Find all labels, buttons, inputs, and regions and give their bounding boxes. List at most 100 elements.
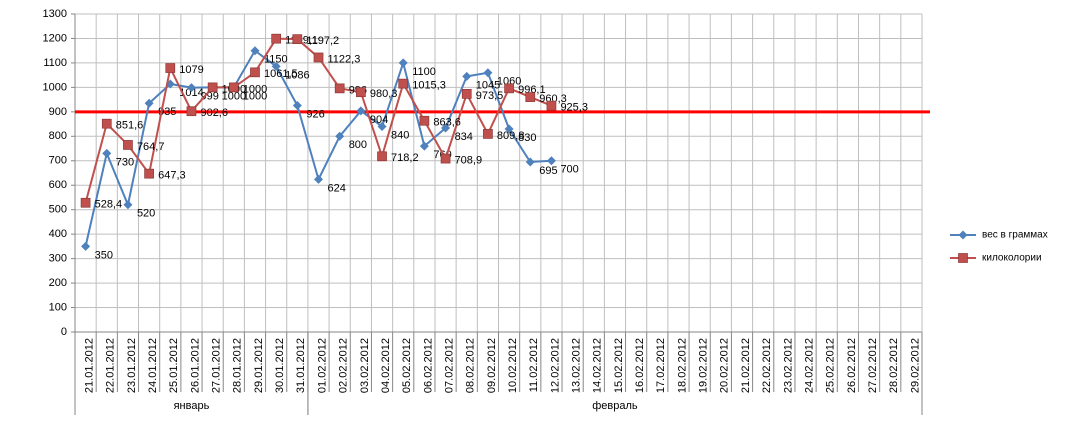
x-tick-label: 21.01.2012 (83, 338, 95, 393)
y-tick-label: 900 (49, 106, 67, 118)
x-tick-label: 29.02.2012 (909, 338, 921, 393)
data-label: 904 (370, 114, 388, 126)
marker (441, 123, 451, 133)
marker (483, 129, 493, 139)
data-label: 809,8 (497, 130, 525, 142)
data-label: 700 (560, 164, 578, 176)
marker (165, 63, 176, 73)
x-tick-label: 18.02.2012 (676, 338, 688, 393)
data-label: 902,6 (200, 107, 228, 119)
x-tick-label: 23.02.2012 (782, 338, 794, 393)
x-tick-label: 22.01.2012 (105, 338, 117, 393)
x-tick-label: 27.02.2012 (867, 338, 879, 393)
data-label: 528,4 (95, 199, 123, 211)
data-label: 1000 (243, 90, 267, 102)
marker (958, 253, 968, 263)
x-tick-label: 10.02.2012 (507, 338, 519, 393)
legend-label: килоколории (982, 253, 1042, 264)
data-label: 840 (391, 129, 409, 141)
data-label: 1079 (179, 64, 203, 76)
x-tick-label: 11.02.2012 (528, 338, 540, 392)
marker (101, 118, 112, 129)
data-label: 1086 (285, 69, 309, 81)
x-tick-label: 23.01.2012 (126, 338, 138, 393)
marker (504, 83, 514, 94)
group-label: январь (174, 400, 210, 412)
y-tick-label: 300 (49, 253, 67, 265)
y-tick-label: 1000 (43, 81, 67, 93)
data-label: 1060 (497, 76, 521, 88)
data-label: 730 (116, 156, 134, 168)
y-tick-label: 700 (49, 155, 67, 167)
x-tick-label: 09.02.2012 (486, 338, 498, 393)
marker (207, 82, 218, 93)
marker (186, 106, 197, 117)
data-label: 1150 (264, 54, 288, 66)
marker (123, 200, 133, 210)
data-label: 1000 (222, 90, 246, 102)
x-tick-label: 14.02.2012 (592, 338, 604, 393)
x-tick-label: 16.02.2012 (634, 338, 646, 393)
data-label: 695 (539, 165, 557, 177)
x-tick-label: 08.02.2012 (465, 338, 477, 393)
marker (144, 168, 154, 179)
data-label: 764,7 (137, 141, 165, 153)
x-tick-label: 21.02.2012 (740, 338, 752, 393)
marker (462, 71, 472, 81)
data-label: 925,3 (560, 102, 588, 114)
data-label: 1000 (243, 83, 267, 95)
data-label: 973,5 (476, 90, 504, 102)
marker (313, 52, 324, 63)
marker (80, 197, 91, 208)
marker (335, 131, 345, 141)
marker (271, 33, 282, 44)
x-tick-label: 24.02.2012 (803, 338, 815, 393)
x-tick-label: 25.02.2012 (825, 338, 837, 393)
data-label: 830 (518, 132, 536, 144)
data-label: 647,3 (158, 170, 186, 182)
y-tick-label: 600 (49, 179, 67, 191)
marker (546, 100, 557, 111)
x-tick-label: 07.02.2012 (443, 338, 455, 393)
data-label: 1197,2 (306, 35, 339, 47)
data-label: 863,6 (433, 117, 461, 129)
x-tick-label: 27.01.2012 (211, 338, 223, 393)
data-label: 520 (137, 208, 155, 220)
marker (314, 174, 324, 184)
data-label: 1061,5 (264, 68, 298, 80)
x-tick-label: 25.01.2012 (168, 338, 180, 393)
data-label: 999 (200, 91, 218, 103)
x-tick-label: 02.02.2012 (338, 338, 350, 393)
data-label: 1014 (179, 87, 203, 99)
y-tick-label: 100 (49, 301, 67, 313)
x-tick-label: 12.02.2012 (549, 338, 561, 393)
y-tick-label: 800 (49, 130, 67, 142)
data-label: 960,3 (539, 93, 567, 105)
x-tick-label: 29.01.2012 (253, 338, 265, 393)
x-tick-label: 31.01.2012 (295, 338, 307, 393)
data-label: 1015,3 (412, 80, 446, 92)
marker (250, 67, 260, 78)
marker (525, 157, 535, 167)
marker (102, 148, 112, 158)
marker (292, 34, 303, 44)
marker (958, 230, 968, 240)
x-tick-label: 28.02.2012 (888, 338, 900, 393)
data-label: 996,1 (518, 84, 546, 96)
marker (398, 58, 408, 68)
marker (419, 141, 429, 151)
data-label: 1100 (412, 66, 436, 78)
x-tick-label: 05.02.2012 (401, 338, 413, 393)
y-tick-label: 1200 (43, 32, 67, 44)
y-tick-label: 500 (49, 204, 67, 216)
marker (186, 83, 196, 93)
data-label: 851,6 (116, 120, 144, 132)
y-tick-label: 200 (49, 277, 67, 289)
legend-label: вес в граммах (982, 230, 1048, 241)
data-label: 1045 (476, 79, 500, 91)
data-label: 350 (95, 249, 113, 261)
data-label: 800 (349, 139, 367, 151)
marker (292, 100, 302, 110)
marker (123, 140, 133, 150)
